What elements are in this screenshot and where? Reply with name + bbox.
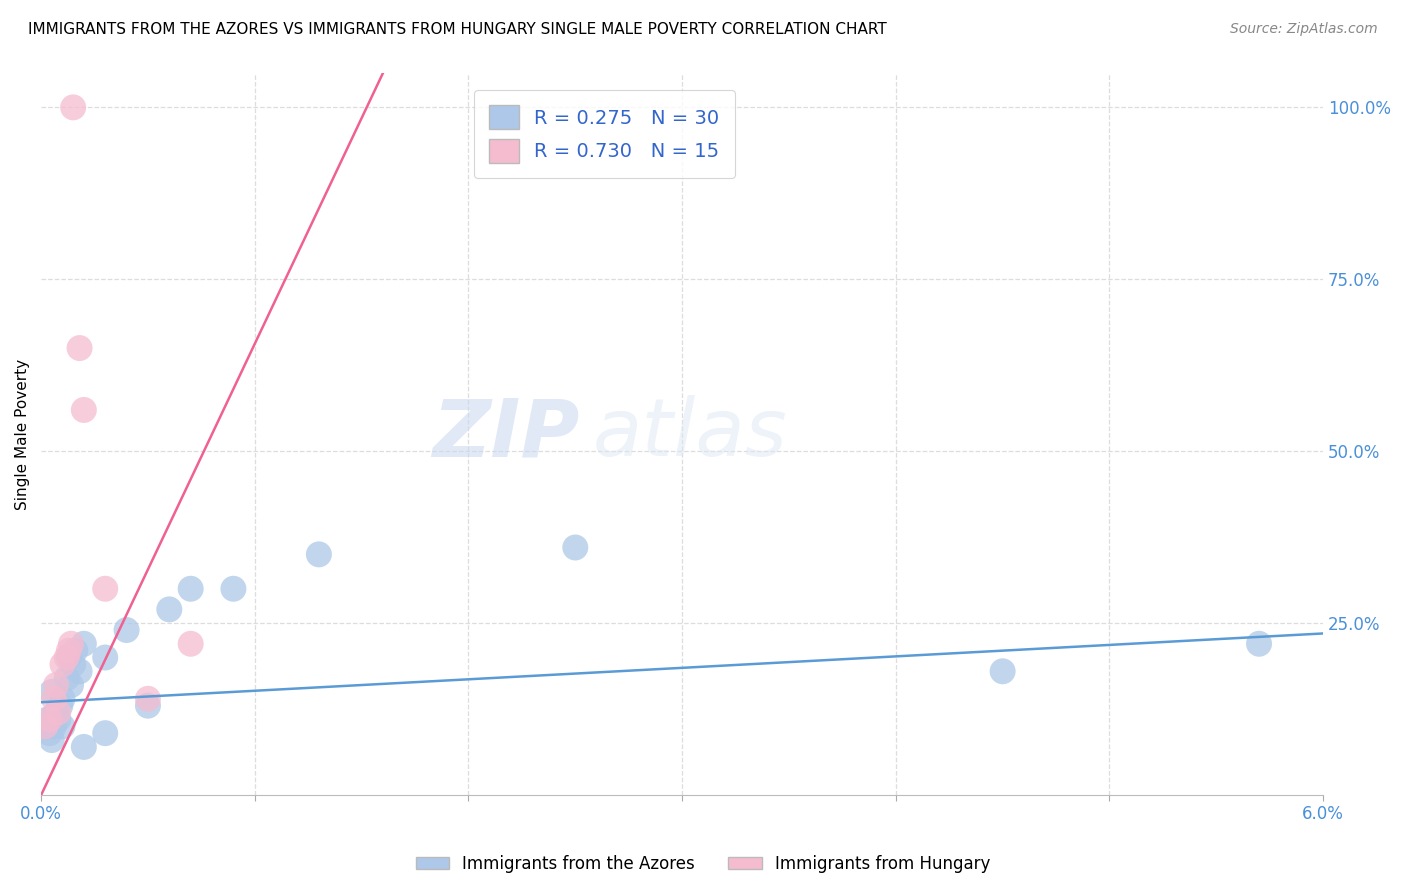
Point — [60, 678, 83, 692]
Point — [62, 657, 84, 672]
Point — [115, 623, 138, 637]
Point — [222, 582, 245, 596]
Point — [1247, 637, 1270, 651]
Text: Source: ZipAtlas.com: Source: ZipAtlas.com — [1230, 22, 1378, 37]
Point — [94, 726, 117, 740]
Point — [55, 650, 77, 665]
Point — [34, 719, 56, 733]
Point — [49, 698, 72, 713]
Point — [136, 698, 159, 713]
Point — [60, 637, 83, 651]
Point — [51, 719, 73, 733]
Point — [564, 541, 586, 555]
Point — [308, 547, 330, 561]
Text: atlas: atlas — [592, 395, 787, 473]
Point — [73, 637, 96, 651]
Point — [45, 678, 67, 692]
Point — [38, 726, 60, 740]
Point — [38, 713, 60, 727]
Point — [51, 691, 73, 706]
Point — [55, 671, 77, 685]
Point — [136, 691, 159, 706]
Text: ZIP: ZIP — [432, 395, 579, 473]
Point — [180, 637, 202, 651]
Point — [65, 643, 87, 657]
Point — [73, 403, 96, 417]
Text: IMMIGRANTS FROM THE AZORES VS IMMIGRANTS FROM HUNGARY SINGLE MALE POVERTY CORREL: IMMIGRANTS FROM THE AZORES VS IMMIGRANTS… — [28, 22, 887, 37]
Point — [69, 665, 91, 679]
Y-axis label: Single Male Poverty: Single Male Poverty — [15, 359, 30, 509]
Point — [51, 657, 73, 672]
Point — [991, 665, 1014, 679]
Point — [94, 650, 117, 665]
Point — [58, 650, 80, 665]
Point — [62, 100, 84, 114]
Point — [46, 706, 69, 720]
Point — [46, 713, 69, 727]
Point — [37, 713, 59, 727]
Point — [94, 582, 117, 596]
Point — [157, 602, 180, 616]
Point — [69, 341, 91, 355]
Point — [41, 685, 63, 699]
Point — [42, 691, 65, 706]
Point — [180, 582, 202, 596]
Point — [42, 719, 65, 733]
Legend: R = 0.275   N = 30, R = 0.730   N = 15: R = 0.275 N = 30, R = 0.730 N = 15 — [474, 90, 735, 178]
Point — [73, 739, 96, 754]
Point — [58, 643, 80, 657]
Point — [41, 733, 63, 747]
Point — [34, 719, 56, 733]
Legend: Immigrants from the Azores, Immigrants from Hungary: Immigrants from the Azores, Immigrants f… — [409, 848, 997, 880]
Point — [45, 706, 67, 720]
